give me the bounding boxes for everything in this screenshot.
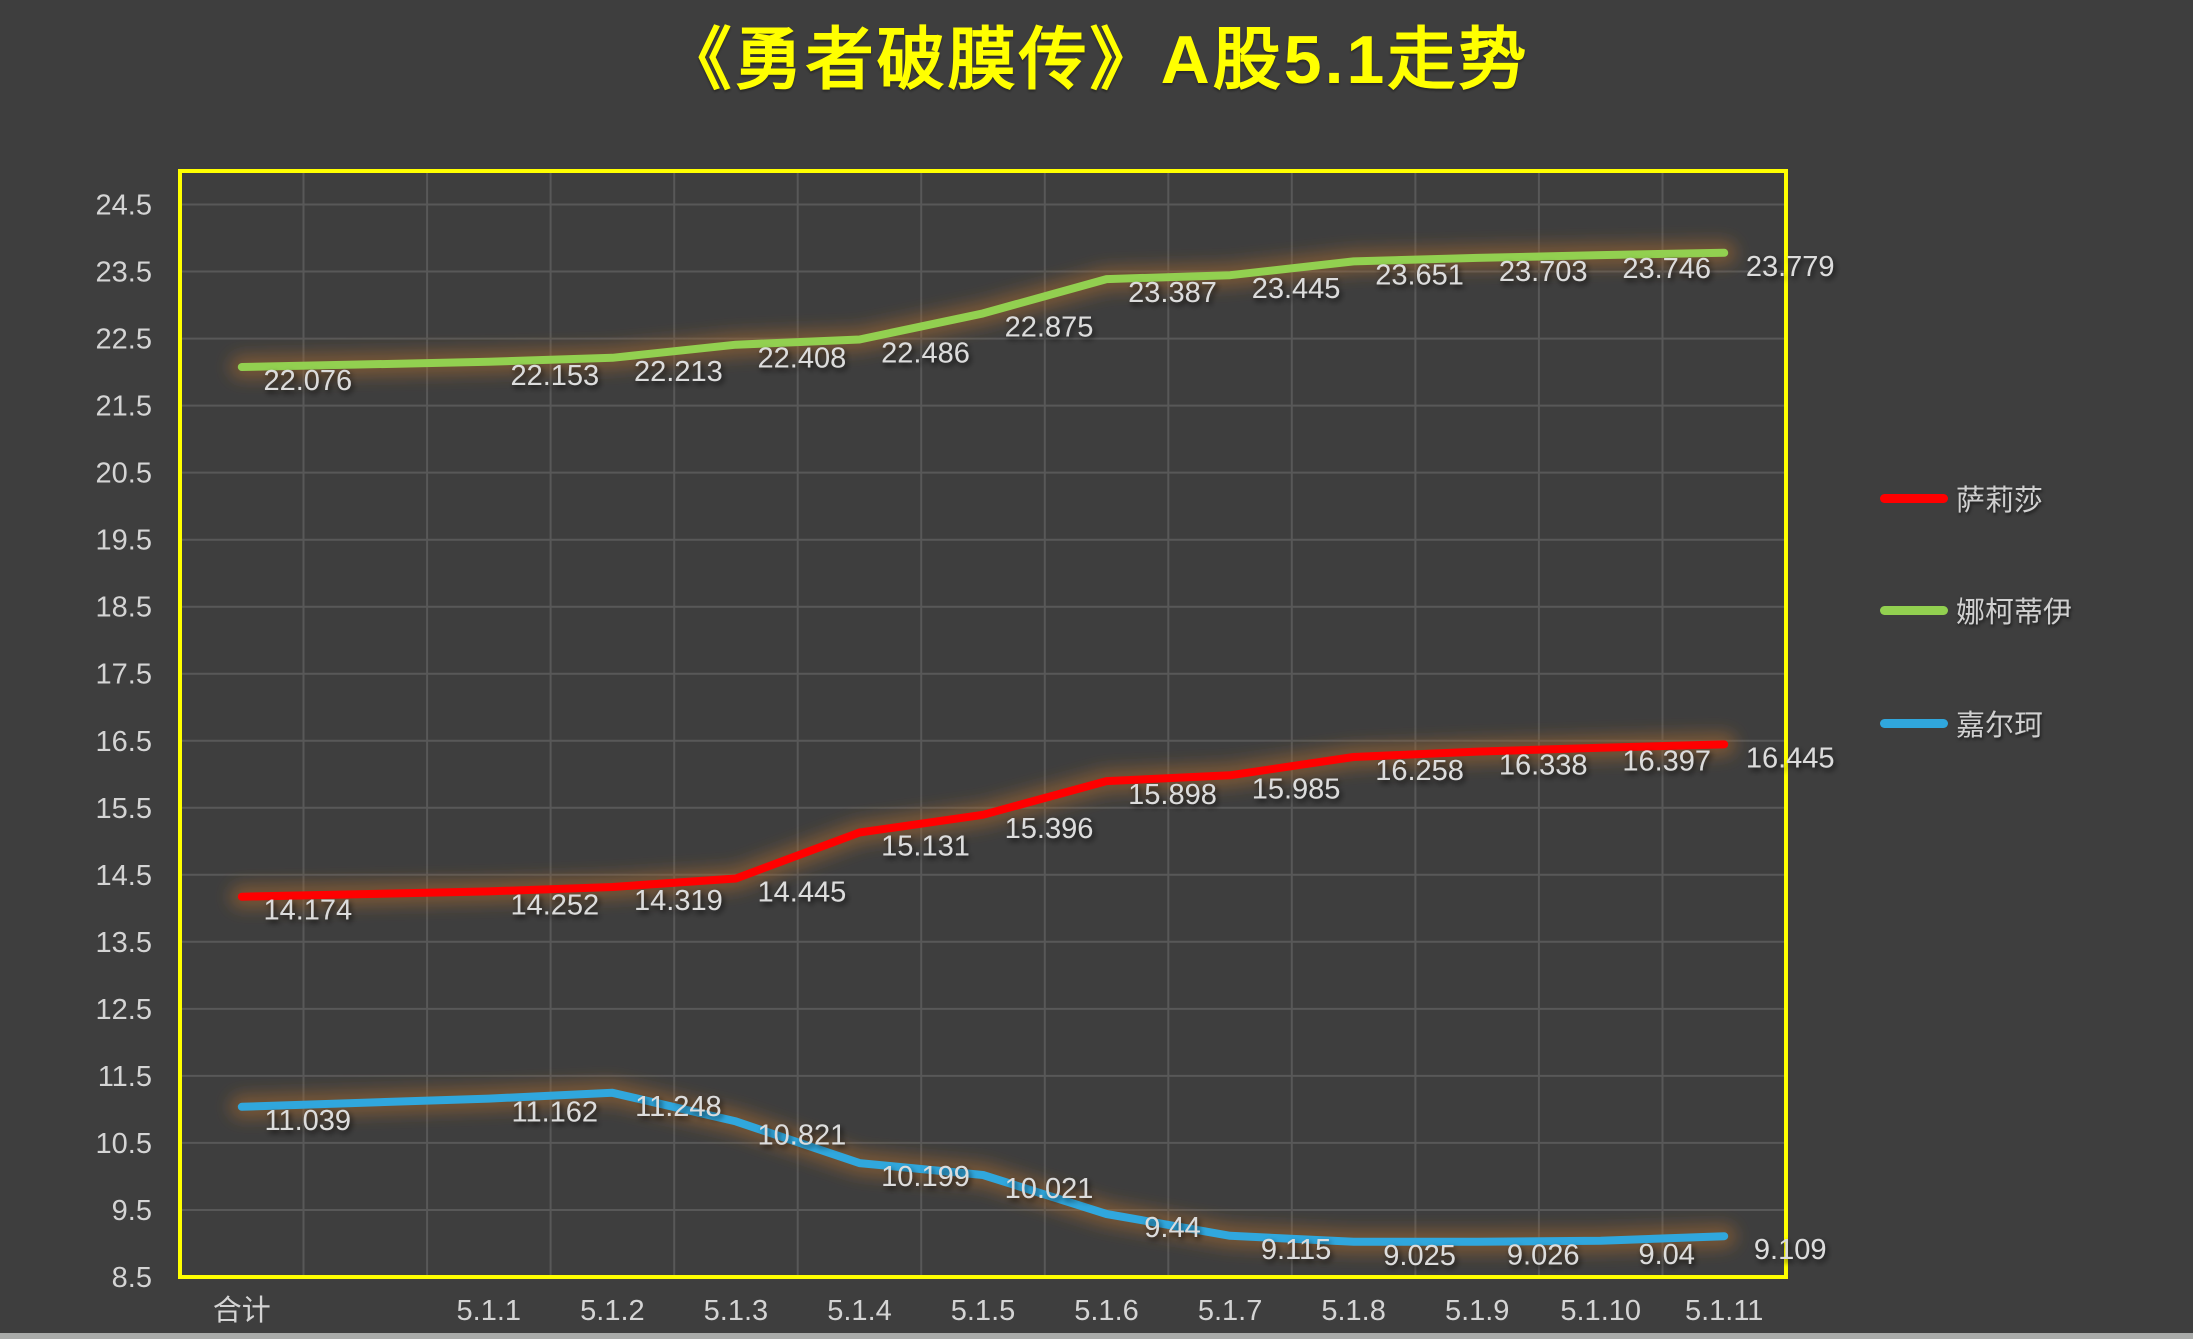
data-label: 23.651: [1375, 259, 1464, 291]
data-label: 23.445: [1252, 273, 1341, 305]
y-tick-label: 24.5: [96, 190, 152, 222]
x-axis-labels: 合计 5.1.1 5.1.2 5.1.3 5.1.4 5.1.5 5.1.6 5.1.7 5.1…: [213, 1294, 1764, 1327]
data-label: 22.408: [758, 343, 847, 375]
data-label: 10.021: [1005, 1173, 1094, 1205]
data-label: 15.898: [1128, 779, 1217, 811]
data-label: 11.039: [265, 1105, 352, 1137]
y-tick-label: 14.5: [96, 860, 152, 892]
data-label: 11.162: [512, 1097, 599, 1129]
data-label: 16.445: [1746, 742, 1835, 774]
data-label: 22.486: [881, 338, 970, 370]
x-tick-label: 5.1.9: [1445, 1295, 1510, 1327]
data-label: 14.174: [263, 895, 352, 927]
data-label: 14.319: [634, 885, 723, 917]
legend-label: 萨莉莎: [1956, 485, 2044, 517]
legend-label: 娜柯蒂伊: [1956, 597, 2073, 629]
data-label: 23.703: [1499, 256, 1588, 288]
data-label: 22.875: [1005, 311, 1094, 343]
data-label: 9.109: [1754, 1234, 1827, 1266]
data-label: 9.026: [1507, 1240, 1580, 1272]
y-tick-label: 16.5: [96, 726, 152, 758]
y-tick-label: 11.5: [98, 1061, 152, 1093]
legend-line-swatch: [1880, 605, 1948, 615]
data-label: 14.252: [510, 889, 599, 921]
y-tick-label: 22.5: [96, 324, 152, 356]
data-labels: 14.174 14.252 14.319 14.445 15.131 15.396 15.8…: [263, 251, 1834, 1272]
x-tick-label: 5.1.7: [1198, 1295, 1263, 1327]
x-tick-label: 5.1.1: [457, 1295, 522, 1327]
y-tick-label: 10.5: [96, 1128, 152, 1160]
x-tick-label: 5.1.5: [951, 1295, 1016, 1327]
legend-line-swatch: [1880, 718, 1948, 728]
data-label: 22.153: [510, 360, 599, 392]
data-label: 23.779: [1746, 251, 1835, 283]
series-line-萨莉莎: [237, 740, 1729, 901]
y-tick-label: 15.5: [96, 793, 152, 825]
x-tick-label: 5.1.11: [1685, 1295, 1763, 1327]
y-axis-labels: 24.5 23.5 22.5 21.5 20.5 19.5 18.5 17.5 16.5 15.5…: [96, 190, 152, 1295]
y-tick-label: 19.5: [96, 525, 152, 557]
data-label: 15.396: [1005, 813, 1094, 845]
series-line-娜柯蒂伊: [237, 248, 1729, 371]
x-tick-label: 5.1.6: [1074, 1295, 1139, 1327]
data-label: 9.025: [1383, 1240, 1456, 1272]
y-tick-label: 20.5: [96, 458, 152, 490]
legend-line-swatch: [1880, 493, 1948, 503]
x-tick-label: 5.1.2: [580, 1295, 645, 1327]
y-tick-label: 21.5: [96, 391, 152, 423]
chart-title: 《勇者破膜传》A股5.1走势: [663, 22, 1530, 98]
data-label: 15.985: [1252, 773, 1341, 805]
y-tick-label: 17.5: [96, 659, 152, 691]
legend-item-nakediyi: 娜柯蒂伊: [1880, 588, 2072, 632]
data-label: 14.445: [758, 877, 847, 909]
x-tick-label: 5.1.10: [1560, 1295, 1641, 1327]
data-label: 9.44: [1144, 1212, 1200, 1244]
series-line-嘉尔珂: [237, 1088, 1729, 1246]
x-tick-label: 5.1.4: [827, 1295, 892, 1327]
data-label: 22.076: [263, 365, 352, 397]
data-label: 11.248: [635, 1091, 722, 1123]
data-label: 10.821: [758, 1119, 847, 1151]
x-tick-label: 合计: [213, 1294, 271, 1327]
data-label: 9.04: [1638, 1239, 1694, 1271]
y-tick-label: 18.5: [96, 592, 152, 624]
y-tick-label: 8.5: [112, 1262, 152, 1294]
data-label: 16.338: [1499, 750, 1588, 782]
y-tick-label: 23.5: [96, 257, 152, 289]
y-tick-label: 9.5: [112, 1195, 152, 1227]
data-label: 10.199: [881, 1161, 970, 1193]
legend-item-jiaerke: 嘉尔珂: [1880, 701, 2043, 745]
legend-item-salisha: 萨莉莎: [1880, 476, 2043, 520]
x-tick-label: 5.1.3: [704, 1295, 769, 1327]
y-tick-label: 12.5: [96, 994, 152, 1026]
plot-border: [178, 169, 1788, 1279]
data-label: 15.131: [881, 831, 970, 863]
x-tick-label: 5.1.8: [1321, 1295, 1386, 1327]
y-tick-label: 13.5: [96, 927, 152, 959]
data-label: 16.397: [1622, 746, 1711, 778]
data-label: 23.746: [1622, 253, 1711, 285]
legend-label: 嘉尔珂: [1956, 710, 2044, 742]
data-label: 23.387: [1128, 277, 1217, 309]
data-label: 22.213: [634, 356, 723, 388]
series-glow: [229, 1080, 1737, 1254]
data-label: 9.115: [1261, 1234, 1331, 1266]
window-bottom-edge: [0, 1333, 2193, 1339]
data-label: 16.258: [1375, 755, 1464, 787]
